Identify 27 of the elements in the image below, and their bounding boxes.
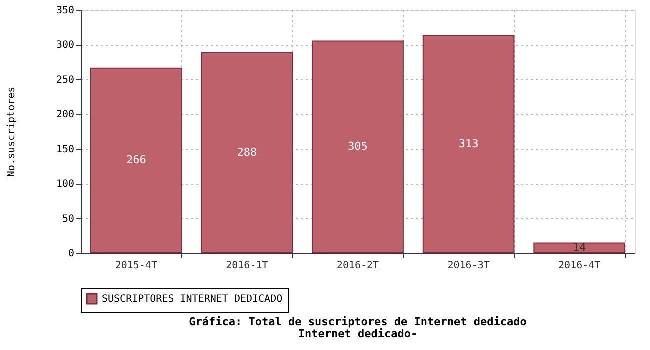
text: Gráfica: Total de suscriptores de Internet dedicado: [189, 316, 528, 328]
data-label: 288: [237, 146, 258, 160]
y-tick-label: 300: [56, 40, 74, 52]
data-label: 14: [572, 241, 587, 254]
y-tick-label: 100: [56, 179, 74, 190]
x-tick-label: 2016-4T: [558, 260, 601, 272]
data-label: 305: [348, 140, 368, 154]
legend-label: SUSCRIPTORES INTERNET DEDICADO: [102, 294, 283, 305]
bar: [312, 40, 404, 254]
text: Internet dedicado-: [298, 328, 418, 340]
y-tick-label: 150: [56, 144, 74, 156]
x-tick-label: 2015-4T: [115, 260, 158, 272]
data-label: 266: [126, 154, 146, 167]
data-label: 313: [458, 137, 479, 150]
bar: [90, 68, 182, 254]
bar: [201, 52, 294, 254]
x-tick-label: 2016-1T: [226, 260, 268, 272]
x-tick-label: 2016-2T: [336, 260, 380, 272]
y-tick-label: 50: [62, 214, 74, 225]
y-tick-label: 350: [56, 6, 74, 16]
x-tick-label: 2016-3T: [448, 260, 490, 272]
y-tick-label: 200: [56, 110, 74, 121]
bar: [534, 242, 626, 254]
bar: [422, 35, 515, 254]
y-axis-title: No.suscriptores: [6, 86, 18, 178]
y-tick-label: 0: [68, 248, 74, 260]
y-tick-label: 250: [56, 74, 74, 86]
